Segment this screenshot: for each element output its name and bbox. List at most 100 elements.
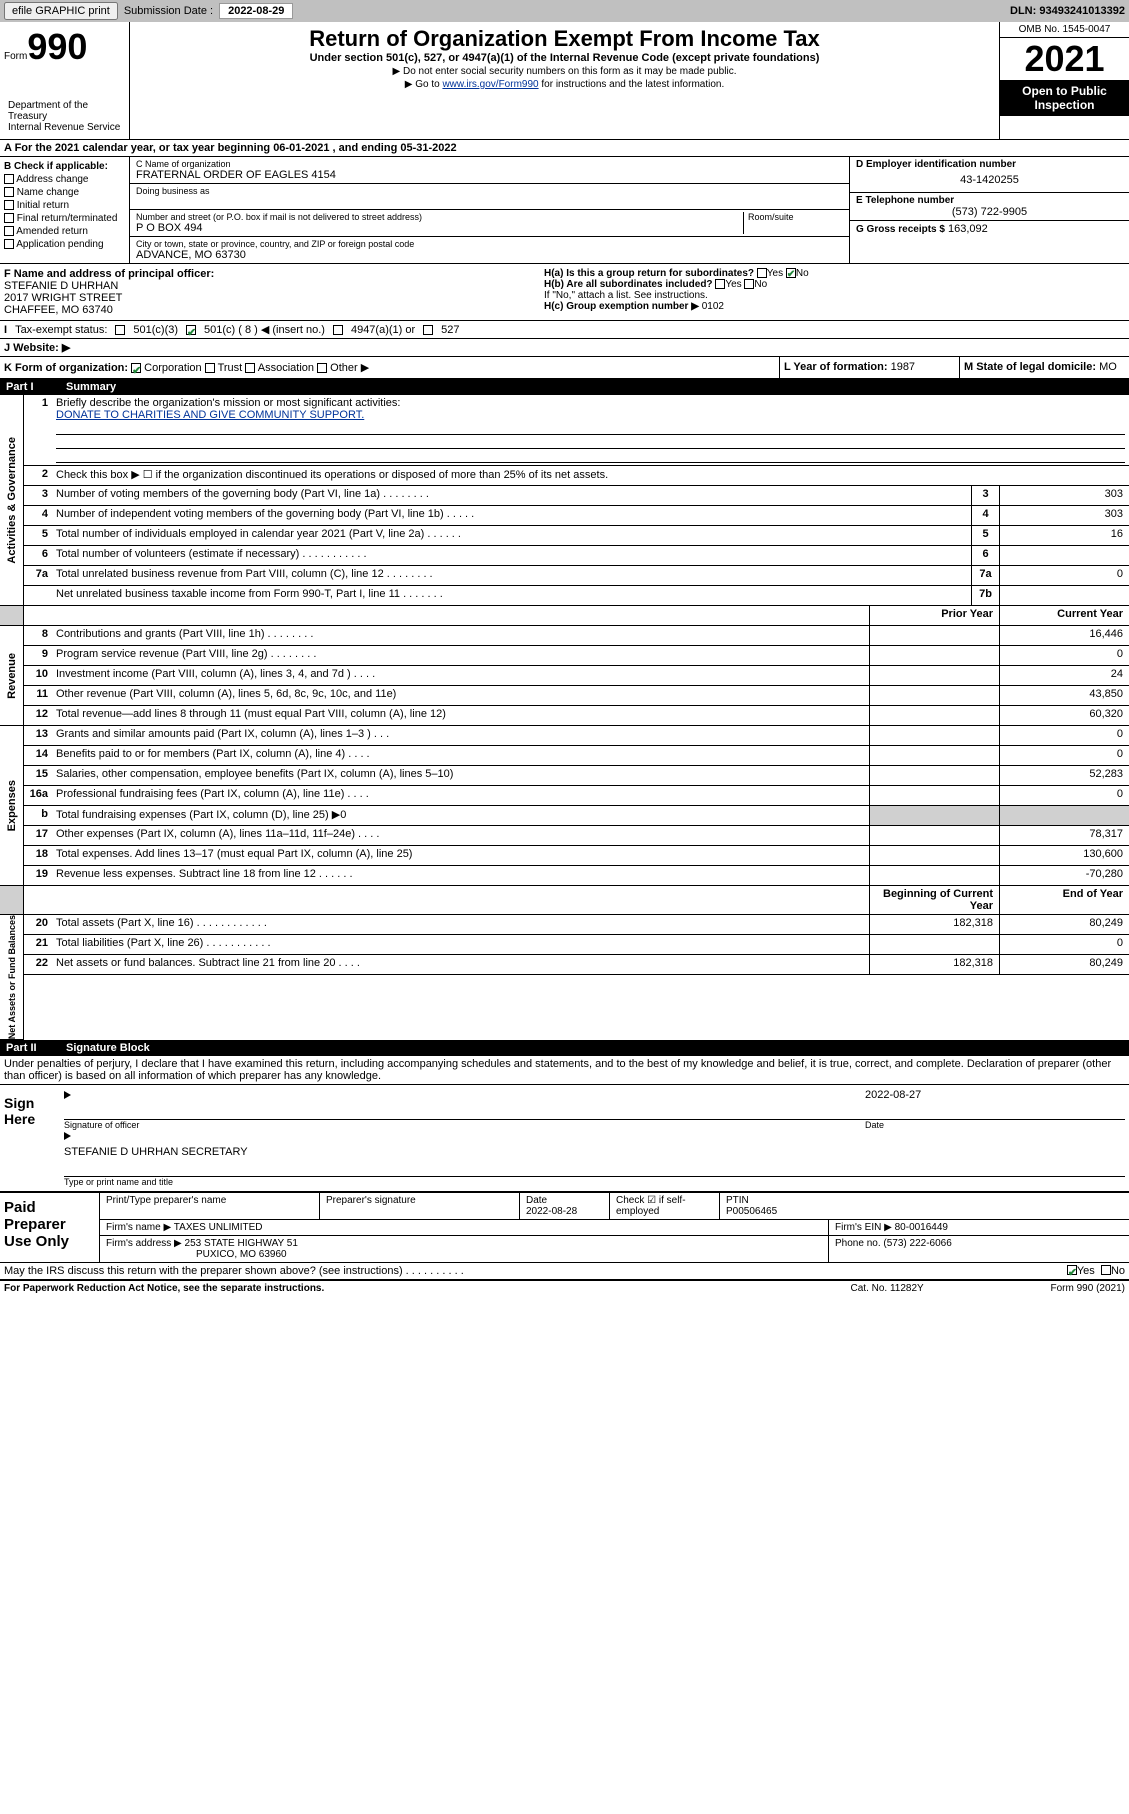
tax-status-label: Tax-exempt status: xyxy=(15,324,107,336)
officer-name-title: STEFANIE D UHRHAN SECRETARY xyxy=(64,1146,1125,1158)
submission-label: Submission Date : xyxy=(124,5,213,17)
org-name-label: C Name of organization xyxy=(136,159,843,169)
discuss-yes-checkbox[interactable]: ✔ xyxy=(1067,1265,1077,1275)
end-year-header: End of Year xyxy=(999,886,1129,914)
sign-here-label: Sign Here xyxy=(0,1085,60,1191)
hb-note: If "No," attach a list. See instructions… xyxy=(544,290,1125,301)
firm-addr2: PUXICO, MO 63960 xyxy=(196,1249,287,1260)
prep-name-label: Print/Type preparer's name xyxy=(100,1193,320,1219)
gross-label: G Gross receipts $ xyxy=(856,224,945,235)
declaration-text: Under penalties of perjury, I declare th… xyxy=(0,1056,1129,1085)
current-year-header: Current Year xyxy=(999,606,1129,625)
other-checkbox[interactable] xyxy=(317,363,327,373)
checkbox[interactable] xyxy=(4,213,14,223)
opt-other: Other ▶ xyxy=(330,362,369,374)
4947-checkbox[interactable] xyxy=(333,325,343,335)
checkbox[interactable] xyxy=(4,174,14,184)
firm-ein: 80-0016449 xyxy=(895,1222,948,1233)
col-b-checkboxes: B Check if applicable: Address change Na… xyxy=(0,157,130,263)
discuss-text: May the IRS discuss this return with the… xyxy=(4,1265,1067,1277)
checkbox[interactable] xyxy=(4,226,14,236)
dln: DLN: 93493241013392 xyxy=(1010,5,1125,17)
begin-year-header: Beginning of Current Year xyxy=(869,886,999,914)
firm-addr-label: Firm's address ▶ xyxy=(106,1238,182,1249)
officer-addr2: CHAFFEE, MO 63740 xyxy=(4,304,536,316)
sig-date: 2022-08-27 xyxy=(865,1089,1125,1101)
vert-netassets: Net Assets or Fund Balances xyxy=(7,915,17,1039)
row-a-tax-year: A For the 2021 calendar year, or tax yea… xyxy=(0,140,1129,157)
checkbox[interactable] xyxy=(4,239,14,249)
opt-4947: 4947(a)(1) or xyxy=(351,324,415,336)
sig-date-label: Date xyxy=(865,1119,1125,1130)
prep-date: 2022-08-28 xyxy=(526,1206,577,1217)
checkbox[interactable] xyxy=(4,200,14,210)
paid-preparer-label: Paid Preparer Use Only xyxy=(0,1193,100,1262)
prep-sig-label: Preparer's signature xyxy=(320,1193,520,1219)
form-org-label: K Form of organization: xyxy=(4,362,128,374)
hc-label: H(c) Group exemption number ▶ xyxy=(544,301,699,312)
501c-checkbox[interactable]: ✔ xyxy=(186,325,196,335)
discuss-no: No xyxy=(1111,1265,1125,1277)
note2-post: for instructions and the latest informat… xyxy=(539,79,725,90)
vert-revenue: Revenue xyxy=(6,653,18,699)
form-number: 990 xyxy=(27,26,87,67)
cat-no: Cat. No. 11282Y xyxy=(851,1283,1051,1294)
prep-date-label: Date xyxy=(526,1195,547,1206)
ha-no: No xyxy=(796,268,809,279)
form-subtitle: Under section 501(c), 527, or 4947(a)(1)… xyxy=(136,52,993,64)
501c3-checkbox[interactable] xyxy=(115,325,125,335)
form-title: Return of Organization Exempt From Incom… xyxy=(136,26,993,52)
city-label: City or town, state or province, country… xyxy=(136,239,843,249)
domicile-label: M State of legal domicile: xyxy=(964,361,1096,373)
city-value: ADVANCE, MO 63730 xyxy=(136,249,843,261)
mission-text: DONATE TO CHARITIES AND GIVE COMMUNITY S… xyxy=(56,409,364,421)
arrow-icon xyxy=(64,1132,71,1140)
firm-phone: (573) 222-6066 xyxy=(883,1238,951,1249)
ptin-value: P00506465 xyxy=(726,1206,777,1217)
part2-header: Part IISignature Block xyxy=(0,1040,1129,1056)
assoc-checkbox[interactable] xyxy=(245,363,255,373)
hc-value: 0102 xyxy=(702,301,724,312)
top-toolbar: efile GRAPHIC print Submission Date : 20… xyxy=(0,0,1129,22)
discuss-no-checkbox[interactable] xyxy=(1101,1265,1111,1275)
vert-governance: Activities & Governance xyxy=(6,437,18,564)
firm-name-label: Firm's name ▶ xyxy=(106,1222,171,1233)
arrow-icon xyxy=(64,1091,71,1099)
ein-value: 43-1420255 xyxy=(856,170,1123,190)
note2-pre: ▶ Go to xyxy=(405,79,443,90)
form-header: Form990 Department of the Treasury Inter… xyxy=(0,22,1129,140)
efile-print-button[interactable]: efile GRAPHIC print xyxy=(4,2,118,20)
form-label: Form xyxy=(4,51,27,62)
addr-label: Number and street (or P.O. box if mail i… xyxy=(136,212,743,222)
q2-text: Check this box ▶ ☐ if the organization d… xyxy=(52,466,1129,485)
discuss-yes: Yes xyxy=(1077,1265,1095,1277)
opt-corp: Corporation xyxy=(144,362,201,374)
checkbox[interactable] xyxy=(4,187,14,197)
part1-header: Part ISummary xyxy=(0,379,1129,395)
inspection-label: Open to Public Inspection xyxy=(1000,80,1129,116)
gross-value: 163,092 xyxy=(948,223,988,235)
opt-527: 527 xyxy=(441,324,459,336)
tel-label: E Telephone number xyxy=(856,195,1123,206)
527-checkbox[interactable] xyxy=(423,325,433,335)
vert-expenses: Expenses xyxy=(6,780,18,831)
corp-checkbox[interactable]: ✔ xyxy=(131,363,141,373)
col-b-header: B Check if applicable: xyxy=(4,161,125,172)
firm-name: TAXES UNLIMITED xyxy=(174,1222,263,1233)
irs-link[interactable]: www.irs.gov/Form990 xyxy=(442,79,538,90)
sig-officer-label: Signature of officer xyxy=(64,1119,865,1130)
addr-value: P O BOX 494 xyxy=(136,222,743,234)
org-name: FRATERNAL ORDER OF EAGLES 4154 xyxy=(136,169,843,181)
domicile: MO xyxy=(1099,361,1117,373)
submission-date: 2022-08-29 xyxy=(219,3,293,19)
trust-checkbox[interactable] xyxy=(205,363,215,373)
dept-label: Department of the Treasury Internal Reve… xyxy=(4,98,125,135)
form-footer: Form 990 (2021) xyxy=(1051,1283,1125,1294)
website-row: J Website: ▶ xyxy=(0,339,1129,357)
q1-label: Briefly describe the organization's miss… xyxy=(56,397,400,409)
tax-year: 2021 xyxy=(1000,38,1129,80)
prior-year-header: Prior Year xyxy=(869,606,999,625)
officer-addr1: 2017 WRIGHT STREET xyxy=(4,292,536,304)
opt-501c: 501(c) ( 8 ) ◀ (insert no.) xyxy=(204,323,325,336)
dba-label: Doing business as xyxy=(136,186,843,196)
